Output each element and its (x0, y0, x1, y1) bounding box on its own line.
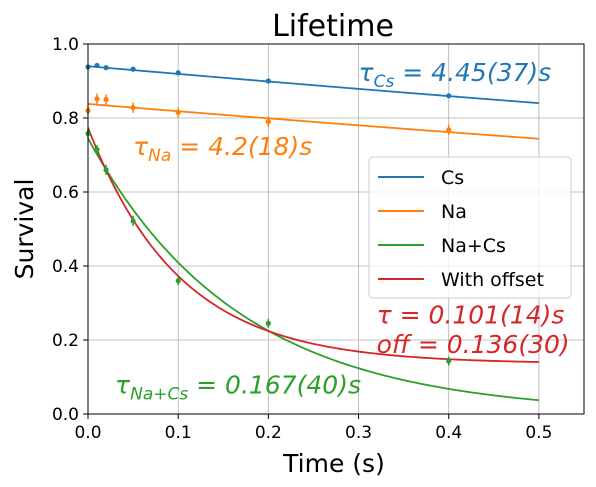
chart-title: Lifetime (272, 9, 394, 44)
y-axis-label: Survival (10, 179, 39, 280)
annotation-symbol: τ (115, 371, 131, 400)
fit-curve-na-cs (87, 137, 539, 402)
fit-annotation: τ = 0.101(14)s (377, 300, 565, 329)
annotation-value: = 4.45(37)s (394, 58, 551, 87)
x-tick-label: 0.2 (255, 423, 282, 443)
data-point (94, 146, 100, 153)
x-tick-label: 0.1 (165, 423, 192, 443)
annotation-value: = 0.101(14)s (392, 300, 565, 329)
data-point (94, 62, 100, 69)
data-point (103, 96, 109, 103)
annotation-symbol: off (377, 330, 413, 359)
legend-entry-label: Na (441, 201, 467, 223)
x-tick-label: 0.0 (74, 423, 101, 443)
annotation-symbol: τ (359, 58, 375, 87)
data-point (446, 127, 452, 133)
data-point (265, 78, 271, 84)
data-point (265, 320, 271, 326)
fit-curve-na (87, 103, 539, 140)
data-point (103, 65, 109, 71)
y-axis-ticks: 0.0 0.2 0.4 0.6 0.8 1.0 (52, 35, 88, 425)
fit-annotation: τNa+Cs = 0.167(40)s (115, 371, 361, 405)
y-tick-label: 0.0 (52, 405, 79, 425)
data-point (265, 119, 271, 125)
x-tick-label: 0.5 (525, 423, 552, 443)
data-point (103, 167, 109, 173)
legend-entry-label: Cs (441, 167, 464, 189)
data-point (175, 278, 181, 284)
annotation-subscript: Na (148, 146, 171, 166)
y-tick-label: 0.2 (52, 331, 79, 351)
x-tick-label: 0.4 (435, 423, 462, 443)
fit-curve-with-offset (87, 127, 539, 363)
annotation-subscript: Cs (374, 72, 395, 92)
data-point (130, 218, 136, 224)
x-tick-label: 0.3 (345, 423, 372, 443)
annotation-value: = 0.167(40)s (188, 371, 361, 400)
annotation-subscript: Na+Cs (130, 385, 188, 405)
legend-entry-label: Na+Cs (441, 235, 506, 257)
y-tick-label: 0.4 (52, 257, 79, 277)
data-point (175, 109, 181, 116)
data-point (175, 70, 181, 76)
plot-frame (87, 43, 585, 415)
data-point (446, 93, 452, 99)
legend-entry-label: With offset (441, 269, 544, 291)
annotation-symbol: τ (377, 300, 393, 329)
fit-curves (87, 65, 539, 402)
fit-curve-cs (87, 65, 539, 105)
x-axis-ticks: 0.0 0.1 0.2 0.3 0.4 0.5 (74, 414, 552, 443)
fit-annotation: τCs = 4.45(37)s (359, 58, 552, 92)
y-tick-label: 0.8 (52, 109, 79, 129)
legend: Cs Na Na+Cs With offset (368, 156, 572, 299)
data-point (94, 96, 100, 102)
y-tick-label: 1.0 (52, 35, 79, 55)
y-tick-label: 0.6 (52, 183, 79, 203)
data-point (130, 66, 136, 72)
x-axis-label: Time (s) (282, 449, 385, 478)
annotation-value: = 0.136(30) (410, 330, 570, 359)
data-point (130, 105, 136, 111)
fit-annotation: off = 0.136(30) (377, 330, 570, 359)
annotation-value: = 4.2(18)s (171, 132, 312, 161)
data-point (446, 358, 452, 364)
fit-annotation: τNa = 4.2(18)s (133, 132, 312, 166)
legend-box (368, 156, 572, 299)
annotation-symbol: τ (133, 132, 149, 161)
